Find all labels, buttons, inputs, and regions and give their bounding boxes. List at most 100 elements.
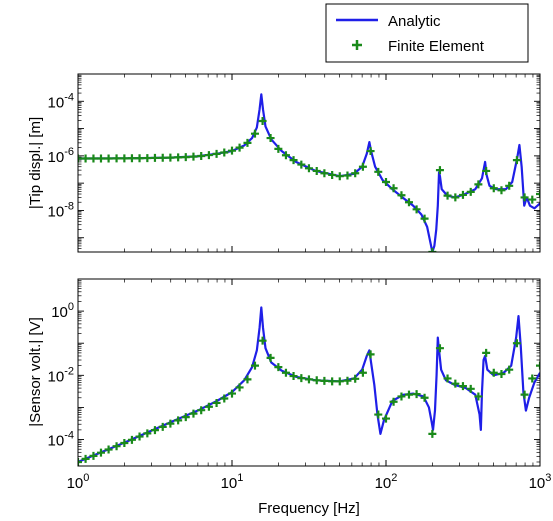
finite-element-point xyxy=(320,169,329,178)
finite-element-point xyxy=(489,368,498,377)
finite-element-point xyxy=(328,377,337,386)
y-tick-label: 10-8 xyxy=(48,200,74,220)
finite-element-point xyxy=(412,390,421,399)
tip-displacement-ytick-labels: 10-4 10-6 10-8 xyxy=(48,91,74,220)
finite-element-point xyxy=(343,171,352,180)
finite-element-point xyxy=(81,154,90,163)
finite-element-point xyxy=(143,429,152,438)
finite-element-point xyxy=(289,156,298,165)
finite-element-point xyxy=(366,147,375,156)
finite-element-point xyxy=(158,422,167,431)
finite-element-point xyxy=(204,151,213,160)
finite-element-point xyxy=(458,190,467,199)
analytic-series-line xyxy=(78,93,540,252)
finite-element-point xyxy=(374,167,383,176)
finite-element-point xyxy=(328,170,337,179)
finite-element-point xyxy=(358,162,367,171)
finite-element-point xyxy=(412,205,421,214)
finite-element-point xyxy=(228,146,236,155)
finite-element-point xyxy=(197,151,206,160)
finite-element-point xyxy=(189,152,198,161)
finite-element-point xyxy=(197,406,206,415)
legend-box xyxy=(325,3,529,63)
finite-element-point xyxy=(220,148,229,157)
finite-element-point xyxy=(104,154,113,163)
finite-element-point xyxy=(435,344,444,353)
finite-element-point xyxy=(335,172,344,181)
finite-element-point xyxy=(104,445,113,454)
finite-element-point xyxy=(335,377,344,386)
finite-element-point xyxy=(435,166,444,175)
finite-element-point xyxy=(312,376,321,385)
analytic-series-line xyxy=(78,306,540,464)
y-tick-label: 10-4 xyxy=(48,430,74,450)
finite-element-point xyxy=(96,154,105,163)
finite-element-point xyxy=(174,416,183,425)
finite-element-point xyxy=(482,348,491,357)
finite-element-point xyxy=(505,365,514,374)
finite-element-point xyxy=(143,154,152,163)
finite-element-point xyxy=(158,153,167,162)
finite-element-point xyxy=(358,368,367,377)
x-tick-label: 103 xyxy=(529,472,552,492)
finite-element-point xyxy=(451,193,460,202)
finite-element-point xyxy=(189,409,198,418)
finite-element-point xyxy=(397,392,406,401)
y-tick-label: 10-4 xyxy=(48,91,74,111)
sensor-voltage-frame xyxy=(77,278,541,467)
finite-element-point xyxy=(382,414,390,423)
finite-element-point xyxy=(497,369,506,378)
finite-element-point xyxy=(112,154,121,163)
finite-element-point xyxy=(343,376,352,385)
finite-element-point xyxy=(351,169,360,178)
finite-element-point xyxy=(181,153,190,162)
finite-element-point xyxy=(474,392,483,401)
finite-element-point xyxy=(304,375,313,384)
finite-element-point xyxy=(274,144,283,153)
finite-element-point xyxy=(150,426,159,435)
y-tick-label: 100 xyxy=(51,301,74,321)
finite-element-point xyxy=(250,129,259,138)
finite-element-point xyxy=(212,398,221,407)
finite-element-point xyxy=(420,214,429,223)
finite-element-point xyxy=(120,154,129,163)
finite-element-point xyxy=(458,382,467,391)
finite-element-point xyxy=(204,402,213,411)
finite-element-point xyxy=(212,149,221,158)
finite-element-point xyxy=(127,435,136,444)
finite-element-point xyxy=(351,374,360,383)
finite-element-point xyxy=(228,389,236,398)
sensor-voltage-curves xyxy=(78,306,540,466)
tip-displacement-curves xyxy=(78,93,540,252)
finite-element-point xyxy=(274,363,283,372)
legend-finite-element-label: Finite Element xyxy=(388,38,485,55)
finite-element-point xyxy=(235,383,244,392)
finite-element-point xyxy=(320,376,329,385)
finite-element-point xyxy=(78,457,82,466)
legend-finite-element-plus-icon xyxy=(352,40,362,50)
finite-element-point xyxy=(174,153,183,162)
finite-element-point xyxy=(281,151,290,160)
finite-element-point xyxy=(258,116,267,125)
finite-element-point xyxy=(536,190,540,199)
finite-element-point xyxy=(266,134,275,143)
y-tick-label: 10-2 xyxy=(48,365,74,385)
finite-element-point xyxy=(451,379,460,388)
finite-element-point xyxy=(366,350,375,359)
tip-displacement-plot: |Tip displ.| [m] 10-4 10-6 10-8 xyxy=(27,73,541,253)
finite-element-point xyxy=(220,394,229,403)
finite-element-point xyxy=(78,154,82,163)
finite-element-point xyxy=(489,184,498,193)
finite-element-point xyxy=(443,191,452,200)
finite-element-point xyxy=(512,156,521,165)
finite-element-point xyxy=(466,384,475,393)
finite-element-point xyxy=(374,410,383,419)
finite-element-point xyxy=(135,154,144,163)
finite-element-point xyxy=(235,143,244,152)
finite-element-point xyxy=(120,439,129,448)
finite-element-point xyxy=(389,397,398,406)
finite-element-point xyxy=(443,374,452,383)
x-tick-label: 101 xyxy=(221,472,244,492)
finite-element-point xyxy=(389,184,398,193)
